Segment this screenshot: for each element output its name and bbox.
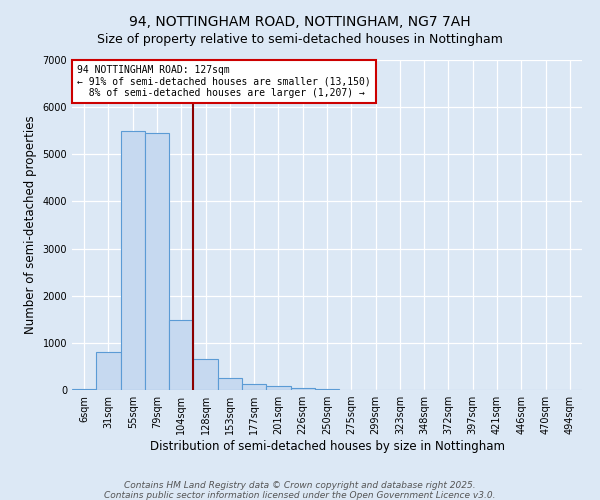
Bar <box>96 352 121 390</box>
Text: Size of property relative to semi-detached houses in Nottingham: Size of property relative to semi-detach… <box>97 32 503 46</box>
Y-axis label: Number of semi-detached properties: Number of semi-detached properties <box>24 116 37 334</box>
Text: 94 NOTTINGHAM ROAD: 127sqm
← 91% of semi-detached houses are smaller (13,150)
  : 94 NOTTINGHAM ROAD: 127sqm ← 91% of semi… <box>77 65 371 98</box>
Bar <box>121 130 145 390</box>
Bar <box>169 320 193 390</box>
Text: 94, NOTTINGHAM ROAD, NOTTINGHAM, NG7 7AH: 94, NOTTINGHAM ROAD, NOTTINGHAM, NG7 7AH <box>129 15 471 29</box>
X-axis label: Distribution of semi-detached houses by size in Nottingham: Distribution of semi-detached houses by … <box>149 440 505 453</box>
Bar <box>193 360 218 390</box>
Bar <box>218 378 242 390</box>
Bar <box>290 388 315 390</box>
Text: Contains public sector information licensed under the Open Government Licence v3: Contains public sector information licen… <box>104 490 496 500</box>
Bar <box>72 389 96 390</box>
Bar <box>315 389 339 390</box>
Bar <box>145 133 169 390</box>
Text: Contains HM Land Registry data © Crown copyright and database right 2025.: Contains HM Land Registry data © Crown c… <box>124 480 476 490</box>
Bar <box>266 386 290 390</box>
Bar <box>242 384 266 390</box>
